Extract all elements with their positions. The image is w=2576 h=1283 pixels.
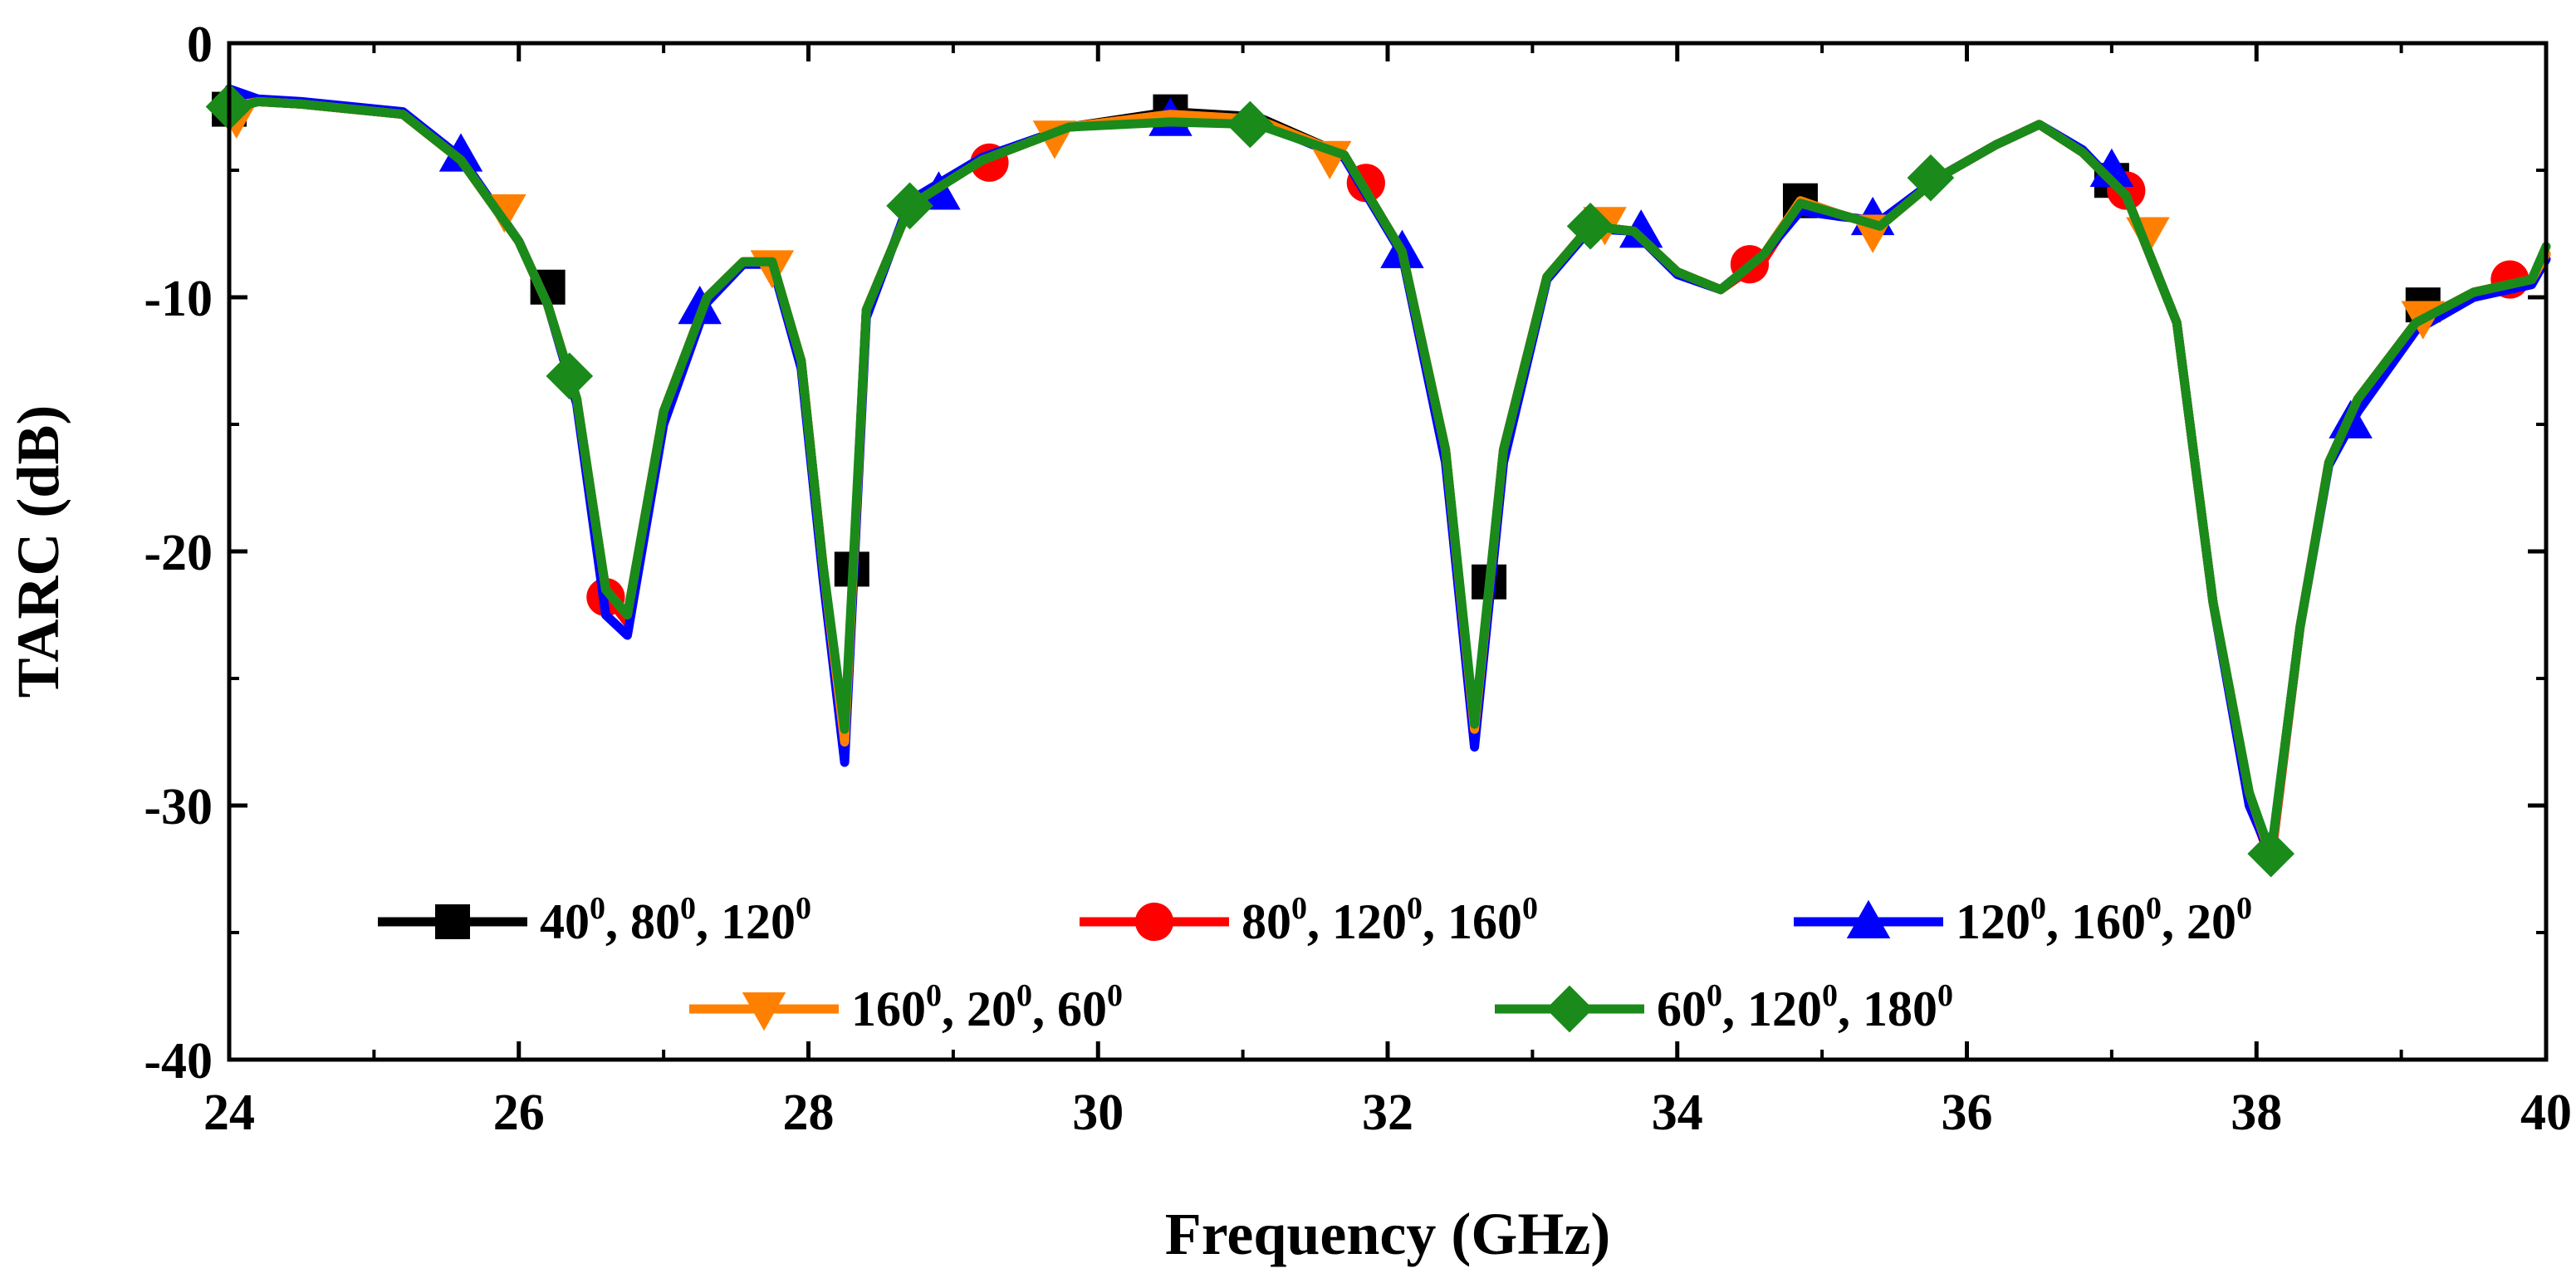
legend-marker (1846, 899, 1891, 938)
series-3-point (2089, 148, 2134, 187)
legend-entry-4: 1600, 200, 600 (689, 978, 1123, 1036)
legend-marker (742, 992, 786, 1031)
y-tick-label: 0 (187, 17, 213, 73)
series-5 (205, 83, 2551, 878)
series-5-point (1566, 202, 1614, 250)
legend-marker (435, 904, 470, 939)
x-axis-title: Frequency (GHz) (1165, 1201, 1611, 1267)
x-tick-label: 34 (1652, 1085, 1703, 1141)
legend-entry-1: 400, 800, 1200 (378, 891, 811, 949)
series-line-5 (224, 96, 2551, 859)
y-tick-label: -10 (144, 271, 213, 327)
legend-entry-2: 800, 1200, 1600 (1080, 891, 1538, 949)
x-tick-label: 24 (203, 1085, 255, 1141)
x-tick-label: 28 (783, 1085, 835, 1141)
legend-entry-5: 600, 1200, 1800 (1495, 978, 1953, 1036)
y-tick-label: -20 (144, 525, 213, 581)
series-3-point (438, 133, 483, 172)
x-tick-label: 38 (2231, 1085, 2282, 1141)
series-5-point (886, 182, 933, 230)
axis-ticks: 24 26 28 30 32 34 36 38 40 0 -10 -20 -30 -40 (144, 17, 2572, 1141)
series-5-point (1907, 154, 1955, 202)
x-tick-label: 26 (493, 1085, 545, 1141)
x-tick-label: 36 (1942, 1085, 1993, 1141)
y-axis-title: TARC (dB) (5, 405, 71, 698)
legend: 400, 800, 1200 800, 1200, 1600 1200, 1600,… (378, 891, 2252, 1036)
x-tick-label: 40 (2520, 1085, 2572, 1141)
legend-label: 800, 1200, 1600 (1241, 891, 1538, 949)
series-5-point (546, 352, 594, 400)
x-tick-label: 30 (1072, 1085, 1124, 1141)
series-5-point (2247, 830, 2295, 878)
legend-marker (1134, 902, 1174, 942)
legend-label: 1200, 1600, 200 (1956, 891, 2252, 949)
legend-label: 600, 1200, 1800 (1657, 978, 1953, 1036)
legend-entry-3: 1200, 1600, 200 (1794, 891, 2252, 949)
series-5-point (1226, 100, 1274, 149)
series-3-point (1619, 209, 1663, 248)
y-tick-label: -40 (144, 1033, 213, 1090)
x-tick-label: 32 (1362, 1085, 1413, 1141)
legend-label: 400, 800, 1200 (540, 891, 811, 949)
series-layer (205, 83, 2551, 878)
legend-label: 1600, 200, 600 (851, 978, 1123, 1036)
legend-marker (1545, 985, 1594, 1033)
y-tick-label: -30 (144, 779, 213, 835)
